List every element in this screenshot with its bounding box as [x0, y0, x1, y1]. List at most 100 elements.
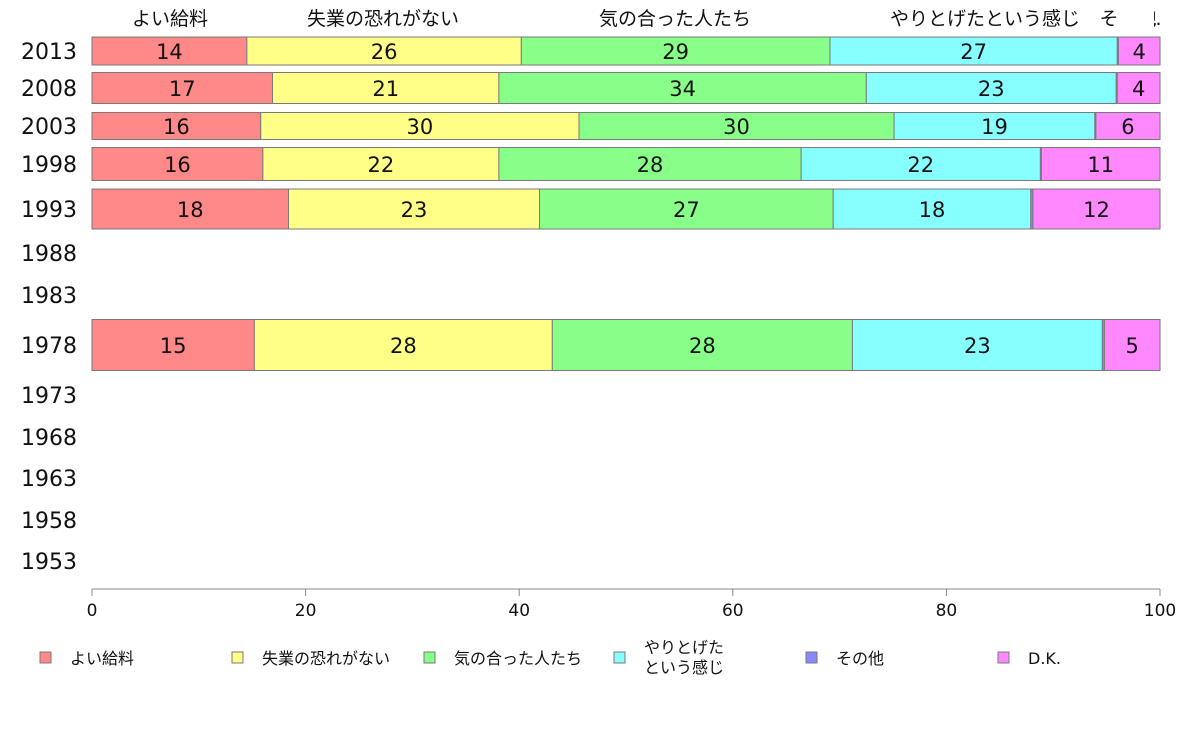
bar-2003-series-2: [578, 112, 895, 140]
data-label-2008-series-5: 4: [1132, 77, 1145, 101]
x-tick-label-60: 60: [722, 601, 744, 621]
category-label-1993: 1993: [21, 198, 77, 223]
data-label-2003-series-2: 30: [723, 115, 750, 139]
bar-2013-series-2: [520, 36, 831, 66]
bar-1993-series-0: [91, 188, 290, 230]
legend-swatch-5: [997, 651, 1010, 664]
bar-1978-series-5: [1103, 319, 1161, 371]
top-label-0: よい給料: [132, 8, 208, 30]
data-label-2008-series-3: 23: [978, 77, 1005, 101]
bar-1993-series-5: [1032, 188, 1161, 230]
bar-1993-series-2: [538, 188, 834, 230]
legend-label-5: D.K.: [1028, 649, 1061, 668]
data-label-2003-series-1: 30: [407, 115, 434, 139]
category-label-2008: 2008: [21, 77, 77, 102]
top-label-1: 失業の恐れがない: [307, 8, 459, 30]
data-label-2003-series-0: 16: [163, 115, 190, 139]
category-label-1973: 1973: [21, 384, 77, 409]
data-label-2013-series-3: 27: [960, 40, 987, 64]
data-label-1993-series-3: 18: [919, 198, 946, 222]
bar-2008-series-2: [498, 72, 867, 104]
bar-2003-series-1: [260, 112, 580, 140]
bar-2008-series-1: [271, 72, 500, 104]
category-label-1983: 1983: [21, 284, 77, 309]
data-label-1978-series-0: 15: [160, 334, 187, 358]
bar-2008-series-3: [865, 72, 1117, 104]
data-label-2008-series-2: 34: [669, 77, 696, 101]
data-label-2013-series-0: 14: [156, 40, 183, 64]
bar-2008-series-0: [91, 72, 273, 104]
data-label-1978-series-2: 28: [689, 334, 716, 358]
data-label-1978-series-1: 28: [390, 334, 417, 358]
legend-label-3-line-1: という感じ: [644, 658, 724, 677]
bars-layer: 14 26 29 27 4 17 21 34 23 4 16 30 30 19 6 16 22 28 22 11 18 2…: [91, 36, 1161, 371]
data-label-1978-series-3: 23: [964, 334, 991, 358]
data-label-2013-series-5: 4: [1132, 40, 1145, 64]
category-label-1978: 1978: [21, 334, 77, 359]
bar-1998-series-0: [91, 147, 264, 181]
category-label-1998: 1998: [21, 153, 77, 178]
bar-2008-series-5: [1116, 72, 1161, 104]
data-label-1993-series-2: 27: [673, 198, 700, 222]
x-axis: 0 20 40 60 80 100: [87, 588, 1176, 621]
legend-label-3-line-0: やりとげた: [644, 638, 724, 657]
data-label-1998-series-0: 16: [164, 153, 191, 177]
category-label-1968: 1968: [21, 426, 77, 451]
x-tick-label-80: 80: [936, 601, 958, 621]
data-label-1978-series-5: 5: [1126, 334, 1139, 358]
data-label-1998-series-1: 22: [368, 153, 395, 177]
x-tick-label-100: 100: [1144, 601, 1176, 621]
legend-swatch-4: [805, 651, 818, 664]
bar-2003-series-0: [91, 112, 262, 140]
data-label-2008-series-0: 17: [169, 77, 196, 101]
bar-1978-series-0: [91, 319, 255, 371]
legend-label-2: 気の合った人たち: [454, 649, 582, 668]
bar-2013-series-0: [91, 36, 248, 66]
bar-1998-series-2: [498, 147, 802, 181]
legend-label-1: 失業の恐れがない: [262, 649, 390, 668]
data-label-1993-series-5: 12: [1083, 198, 1110, 222]
x-tick-label-20: 20: [295, 601, 317, 621]
legend-swatch-0: [39, 651, 52, 664]
data-label-2013-series-1: 26: [371, 40, 398, 64]
top-label-2: 気の合った人たち: [599, 8, 751, 30]
category-label-2013: 2013: [21, 40, 77, 65]
bar-2013-series-1: [246, 36, 522, 66]
data-label-1993-series-1: 23: [401, 198, 428, 222]
bar-1978-series-1: [253, 319, 553, 371]
bar-1998-series-1: [262, 147, 500, 181]
data-label-1998-series-3: 22: [907, 153, 934, 177]
data-label-2013-series-2: 29: [662, 40, 689, 64]
data-label-1998-series-2: 28: [637, 153, 664, 177]
category-label-1963: 1963: [21, 467, 77, 492]
bar-1998-series-5: [1040, 147, 1161, 181]
bar-1998-series-3: [800, 147, 1041, 181]
bar-2013-series-5: [1117, 36, 1161, 66]
data-label-2008-series-1: 21: [372, 77, 399, 101]
category-label-1988: 1988: [21, 242, 77, 267]
data-label-2003-series-3: 19: [981, 115, 1008, 139]
legend-swatch-3: [613, 651, 626, 664]
x-tick-label-40: 40: [508, 601, 530, 621]
legend-label-4: その他: [836, 649, 884, 668]
legend-swatch-1: [231, 651, 244, 664]
bar-2003-series-5: [1095, 112, 1161, 140]
category-label-2003: 2003: [21, 115, 77, 140]
category-labels: 2013 2008 2003 1998 1993 1988 1983 1978 1973 1968…: [21, 40, 77, 575]
legend-swatch-2: [423, 651, 436, 664]
bar-1993-series-3: [832, 188, 1032, 230]
data-label-1993-series-0: 18: [177, 198, 204, 222]
dk-label-backing: [1120, 8, 1154, 30]
category-label-1953: 1953: [21, 550, 77, 575]
bar-1978-series-2: [551, 319, 853, 371]
legend-label-0: よい給料: [70, 649, 134, 668]
category-label-1958: 1958: [21, 509, 77, 534]
bar-1993-series-1: [288, 188, 540, 230]
bar-1978-series-3: [851, 319, 1103, 371]
top-label-3: やりとげたという感じ: [890, 8, 1080, 30]
x-tick-label-0: 0: [87, 601, 98, 621]
data-label-1998-series-5: 11: [1087, 153, 1114, 177]
legend: よい給料 失業の恐れがない 気の合った人たち やりとげたという感じ その他 D.K.: [39, 638, 1061, 677]
